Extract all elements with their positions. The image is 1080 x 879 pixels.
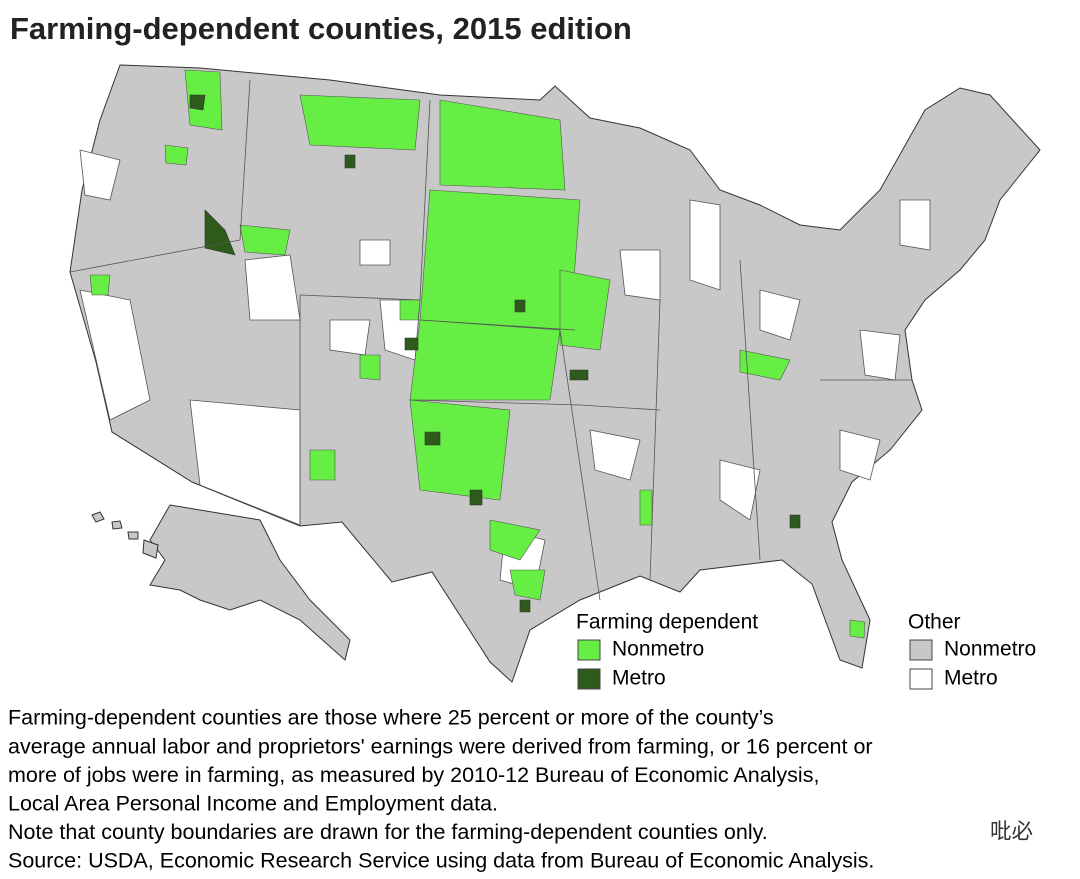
legend-swatch [577, 668, 601, 690]
legend-group-title: Other [908, 611, 961, 634]
state-lines [69, 79, 912, 601]
watermark: 吡必 [990, 820, 1033, 844]
legend-label: Metro [944, 667, 998, 690]
note-line: Local Area Personal Income and Employmen… [8, 791, 498, 815]
title: Farming-dependent counties, 2015 edition [10, 11, 632, 46]
legend-group-title: Farming dependent [576, 611, 758, 634]
legend-swatch [577, 639, 601, 661]
note-line: Farming-dependent counties are those whe… [8, 706, 774, 730]
legend-label: Nonmetro [612, 638, 704, 661]
note-line: more of jobs were in farming, as measure… [8, 763, 819, 787]
hawaii [91, 511, 159, 559]
legend-swatch [909, 639, 933, 661]
legend-label: Nonmetro [944, 638, 1036, 661]
farming-nonmetro [89, 69, 866, 639]
note-line: average annual labor and proprietors' ea… [8, 734, 873, 758]
note-line: Source: USDA, Economic Research Service … [8, 849, 874, 873]
notes: Farming-dependent counties are those whe… [8, 706, 1033, 873]
farming-metro [189, 94, 801, 613]
legend-swatch [909, 668, 933, 690]
note-line: Note that county boundaries are drawn fo… [8, 820, 768, 844]
legend-label: Metro [612, 667, 666, 690]
legend: Farming dependent Nonmetro Metro Other Nonme… [576, 611, 1036, 690]
alaska [149, 504, 351, 661]
map [69, 64, 1041, 683]
